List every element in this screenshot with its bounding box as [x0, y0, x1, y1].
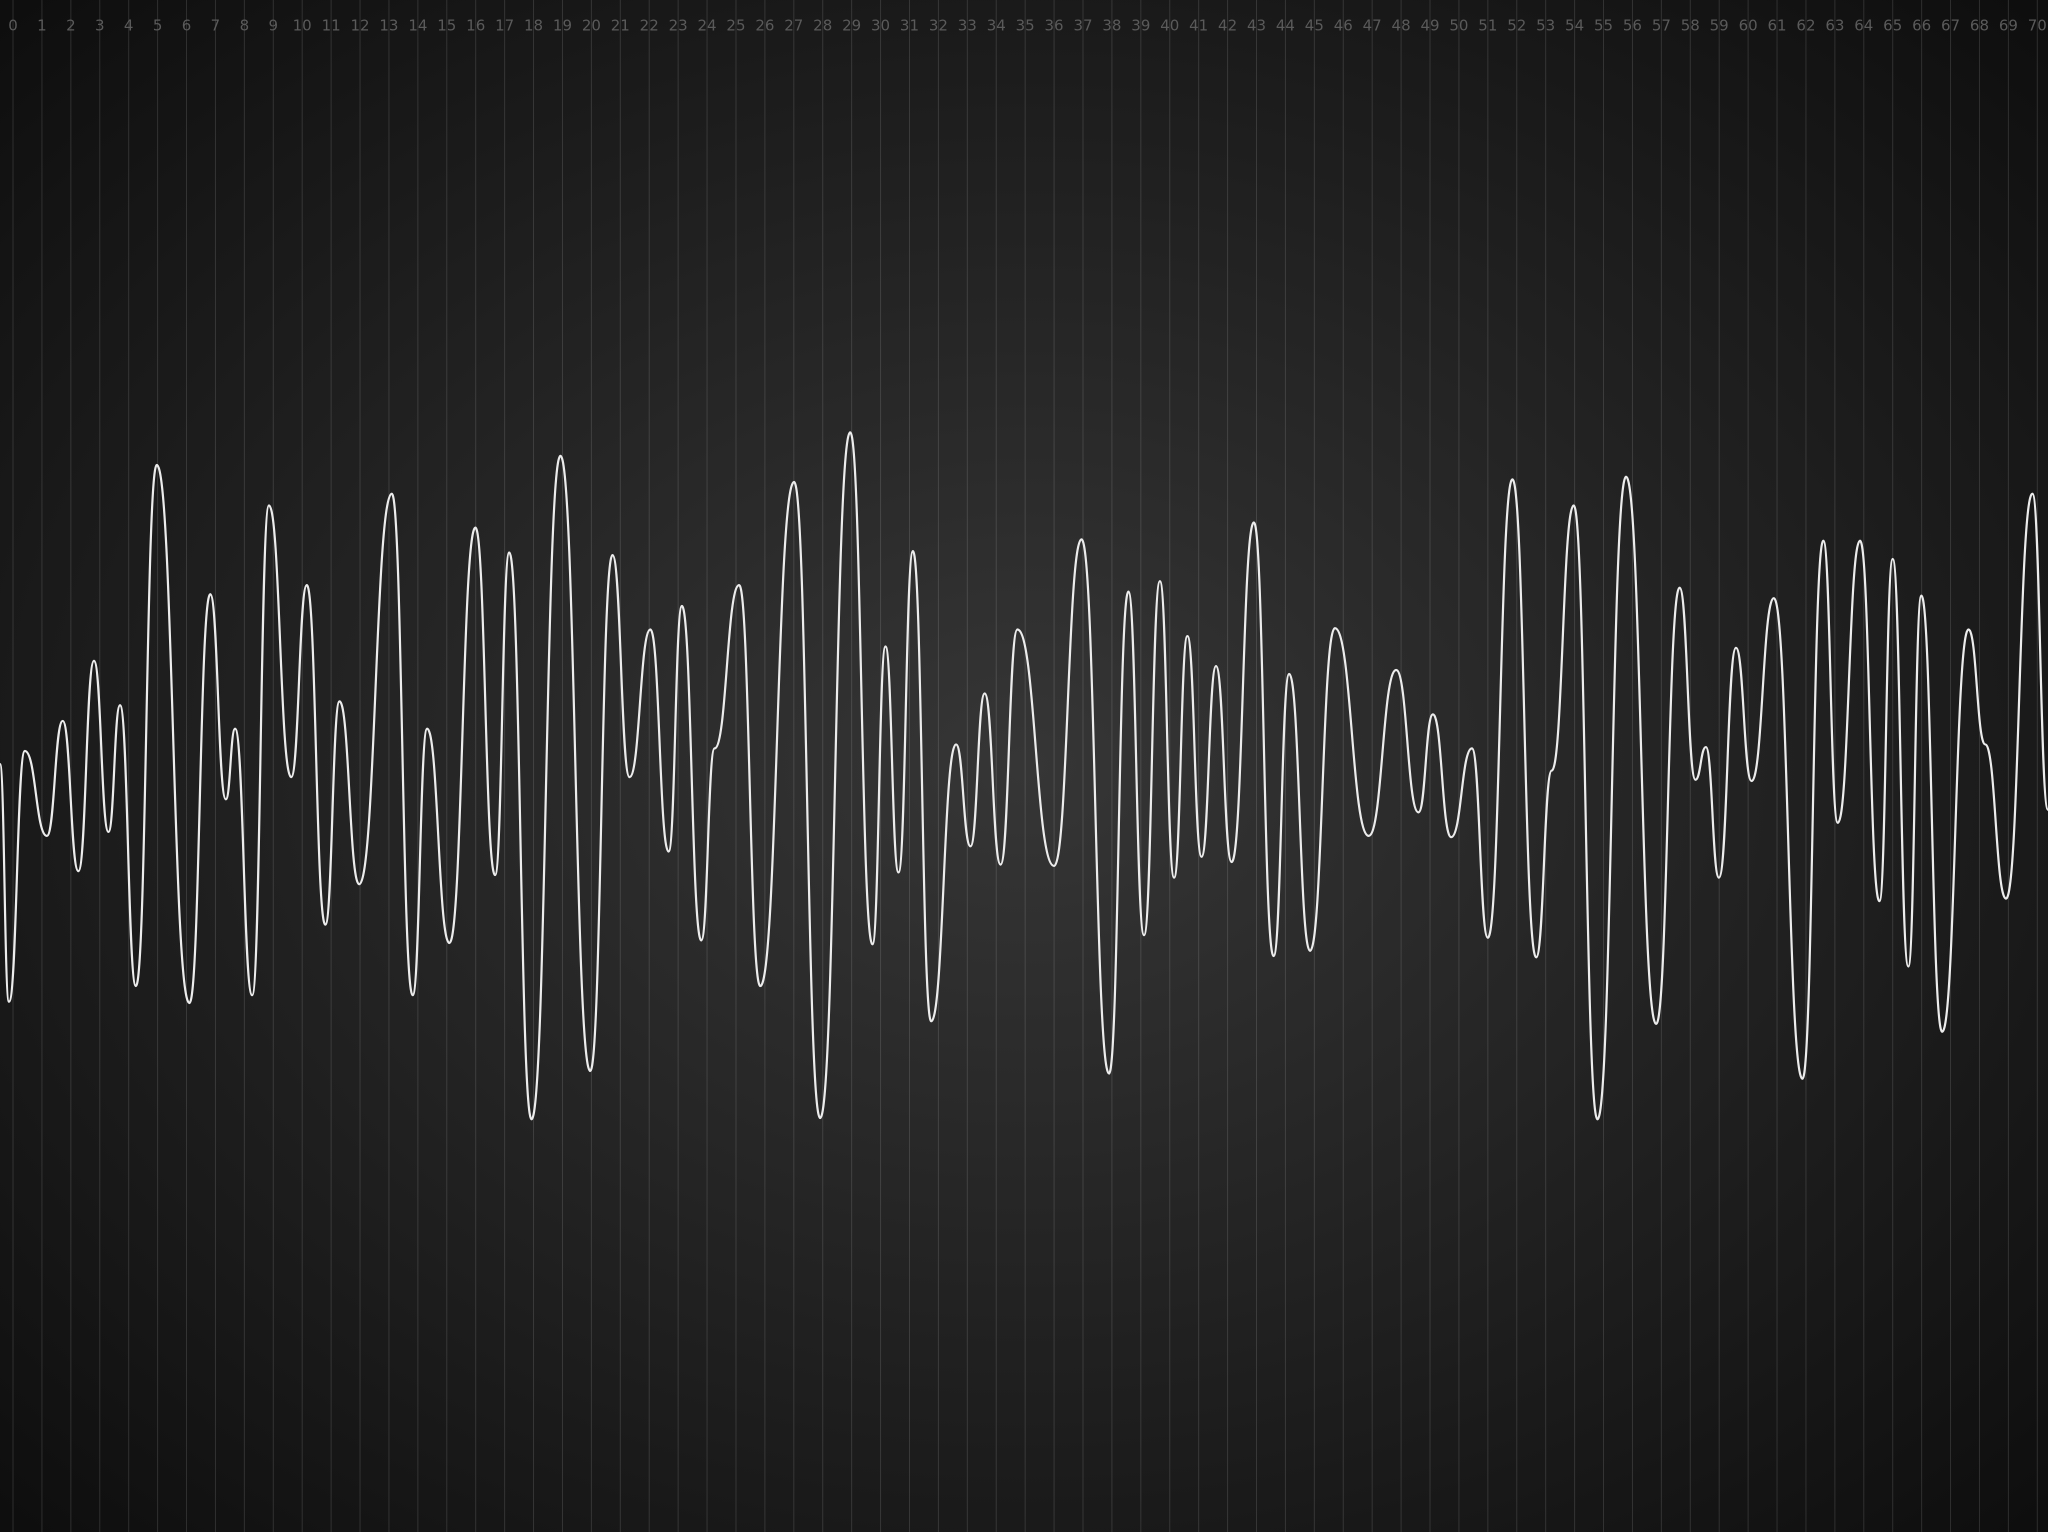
x-tick-label: 64	[1854, 17, 1873, 35]
x-tick-label: 43	[1247, 17, 1266, 35]
x-tick-label: 1	[37, 17, 47, 35]
x-tick-label: 45	[1305, 17, 1324, 35]
x-tick-label: 40	[1160, 17, 1179, 35]
x-tick-label: 48	[1392, 17, 1411, 35]
x-tick-label: 66	[1912, 17, 1931, 35]
x-tick-label: 38	[1102, 17, 1121, 35]
x-tick-label: 44	[1276, 17, 1295, 35]
x-tick-label: 55	[1594, 17, 1613, 35]
x-tick-label: 17	[495, 17, 514, 35]
x-tick-label: 69	[1999, 17, 2018, 35]
x-tick-label: 5	[153, 17, 163, 35]
x-tick-label: 33	[958, 17, 977, 35]
x-tick-label: 67	[1941, 17, 1960, 35]
x-tick-label: 59	[1710, 17, 1729, 35]
x-tick-label: 28	[813, 17, 832, 35]
x-tick-label: 12	[350, 17, 369, 35]
x-tick-label: 0	[8, 17, 18, 35]
x-tick-label: 14	[408, 17, 427, 35]
x-tick-label: 6	[182, 17, 192, 35]
waveform	[0, 431, 2048, 1121]
x-tick-label: 51	[1478, 17, 1497, 35]
x-tick-label: 61	[1767, 17, 1786, 35]
x-tick-label: 68	[1970, 17, 1989, 35]
x-tick-label: 16	[466, 17, 485, 35]
x-tick-label: 20	[582, 17, 601, 35]
x-tick-label: 8	[240, 17, 250, 35]
x-tick-label: 56	[1623, 17, 1642, 35]
x-tick-label: 32	[929, 17, 948, 35]
x-tick-label: 13	[379, 17, 398, 35]
x-tick-label: 47	[1363, 17, 1382, 35]
x-tick-label: 9	[269, 17, 279, 35]
x-tick-label: 30	[871, 17, 890, 35]
x-tick-label: 25	[726, 17, 745, 35]
x-tick-label: 46	[1334, 17, 1353, 35]
x-tick-label: 37	[1073, 17, 1092, 35]
x-tick-label: 60	[1739, 17, 1758, 35]
x-tick-label: 54	[1565, 17, 1584, 35]
x-tick-label: 41	[1189, 17, 1208, 35]
x-tick-label: 27	[784, 17, 803, 35]
x-tick-label: 2	[66, 17, 76, 35]
x-tick-label: 4	[124, 17, 134, 35]
x-tick-label: 21	[611, 17, 630, 35]
x-tick-label: 19	[553, 17, 572, 35]
x-tick-label: 15	[437, 17, 456, 35]
x-tick-label: 35	[1016, 17, 1035, 35]
x-tick-label: 65	[1883, 17, 1902, 35]
x-tick-label: 23	[669, 17, 688, 35]
x-tick-label: 39	[1131, 17, 1150, 35]
x-tick-label: 18	[524, 17, 543, 35]
x-tick-label: 57	[1652, 17, 1671, 35]
x-tick-label: 22	[640, 17, 659, 35]
x-tick-label: 62	[1796, 17, 1815, 35]
x-tick-label: 42	[1218, 17, 1237, 35]
x-tick-label: 70	[2028, 17, 2047, 35]
x-tick-label: 24	[698, 17, 717, 35]
x-tick-label: 49	[1420, 17, 1439, 35]
x-tick-label: 34	[987, 17, 1006, 35]
x-tick-label: 3	[95, 17, 105, 35]
x-tick-label: 36	[1045, 17, 1064, 35]
x-tick-label: 31	[900, 17, 919, 35]
x-tick-label: 7	[211, 17, 221, 35]
x-tick-label: 50	[1449, 17, 1468, 35]
x-tick-label: 52	[1507, 17, 1526, 35]
x-tick-label: 53	[1536, 17, 1555, 35]
x-tick-label: 11	[322, 17, 341, 35]
x-tick-label: 58	[1681, 17, 1700, 35]
x-tick-label: 29	[842, 17, 861, 35]
x-tick-label: 26	[755, 17, 774, 35]
x-tick-label: 63	[1825, 17, 1844, 35]
x-tick-label: 10	[293, 17, 312, 35]
